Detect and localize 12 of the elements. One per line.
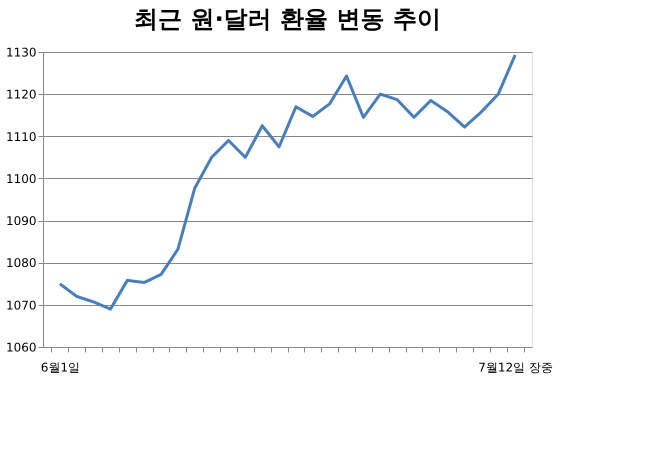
x-tick-label: 7월12일 장중 (478, 360, 553, 374)
line-series (58, 53, 517, 311)
y-tick-label: 1070 (6, 298, 36, 312)
y-tick-label: 1130 (6, 46, 36, 60)
x-tick-label: 6월1일 (40, 360, 80, 374)
y-tick-label: 1120 (6, 88, 36, 102)
y-tick-label: 1080 (6, 256, 36, 270)
y-tick-label: 1110 (6, 130, 36, 144)
y-tick-label: 1100 (6, 172, 36, 186)
y-tick-label: 1060 (6, 340, 36, 354)
y-tick-label: 1090 (6, 214, 36, 228)
chart-title: 최근 원·달러 환율 변동 추이 (134, 5, 441, 33)
